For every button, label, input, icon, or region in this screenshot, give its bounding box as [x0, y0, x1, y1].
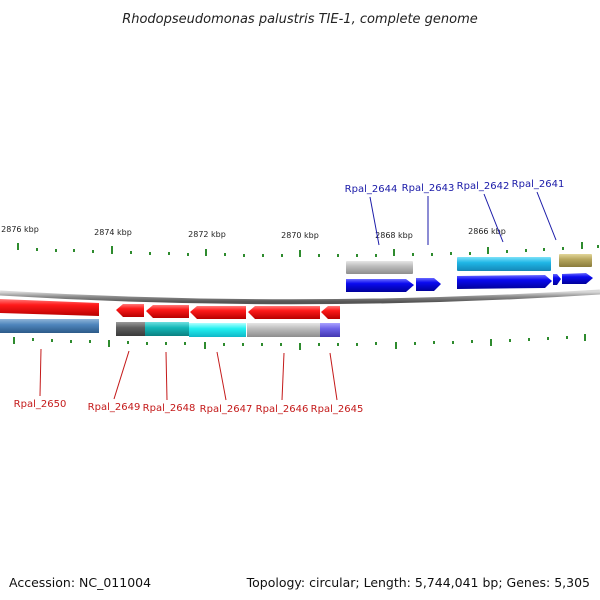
genome-summary-text: Topology: circular; Length: 5,744,041 bp… — [246, 575, 590, 590]
genes-reverse-strand — [0, 299, 340, 337]
gene-box-rpal-2641[interactable] — [559, 254, 592, 267]
scale-label-2872: 2872 kbp — [188, 230, 226, 239]
gene-label-rpal-2650[interactable]: Rpal_2650 — [14, 399, 67, 410]
gene-label-rpal-2644[interactable]: Rpal_2644 — [345, 184, 398, 195]
gene-label-leaders — [39, 191, 557, 401]
scale-label-2874: 2874 kbp — [94, 228, 132, 237]
gene-arrow-rpal-2642[interactable] — [457, 275, 552, 289]
gene-label-rpal-2642[interactable]: Rpal_2642 — [457, 181, 510, 192]
gene-labels-top: Rpal_2644 Rpal_2643 Rpal_2642 Rpal_2641 — [345, 179, 565, 195]
gene-arrow-rpal-2648[interactable] — [146, 305, 189, 318]
gene-arrow-rpal-2645[interactable] — [321, 306, 340, 319]
gene-arrow-rpal-2641[interactable] — [562, 273, 593, 284]
gene-label-rpal-2646[interactable]: Rpal_2646 — [256, 404, 309, 415]
gene-arrow-rpal-2650[interactable] — [0, 299, 99, 316]
gene-label-rpal-2647[interactable]: Rpal_2647 — [200, 404, 253, 415]
gene-arrow-rpal-2643[interactable] — [416, 278, 441, 291]
gene-label-rpal-2648[interactable]: Rpal_2648 — [143, 403, 196, 414]
gene-arrow-rpal-2644[interactable] — [346, 279, 414, 292]
gene-arrow-rpal-2647[interactable] — [190, 306, 246, 319]
gene-box-rpal-2645[interactable] — [320, 323, 340, 337]
gene-label-rpal-2645[interactable]: Rpal_2645 — [311, 404, 364, 415]
gene-box-rpal-2648[interactable] — [145, 322, 189, 336]
genes-forward-strand — [346, 254, 593, 292]
gene-label-rpal-2641[interactable]: Rpal_2641 — [512, 179, 565, 190]
accession-text: Accession: NC_011004 — [9, 575, 152, 590]
gene-box-rpal-2646[interactable] — [247, 323, 320, 337]
gene-box-rpal-2647[interactable] — [189, 323, 246, 337]
scale-label-2876: 2876 kbp — [1, 225, 39, 234]
gene-label-rpal-2643[interactable]: Rpal_2643 — [402, 183, 455, 194]
genome-backbone — [0, 289, 600, 305]
gene-box-rpal-2650[interactable] — [0, 319, 99, 333]
gene-box-rpal-2642[interactable] — [457, 257, 551, 271]
scale-ticks-top — [17, 242, 599, 257]
gene-arrow-small[interactable] — [553, 274, 561, 285]
scale-label-2868: 2868 kbp — [375, 231, 413, 240]
gene-box-rpal-2649[interactable] — [116, 322, 145, 336]
gene-arrow-rpal-2646[interactable] — [248, 306, 320, 319]
gene-labels-bottom: Rpal_2650 Rpal_2649 Rpal_2648 Rpal_2647 … — [14, 399, 364, 415]
scale-ticks-bottom — [13, 334, 586, 350]
gene-box-rpal-2644[interactable] — [346, 261, 413, 274]
scale-label-2866: 2866 kbp — [468, 227, 506, 236]
gene-label-rpal-2649[interactable]: Rpal_2649 — [88, 402, 141, 413]
gene-arrow-rpal-2649[interactable] — [116, 304, 144, 317]
scale-label-2870: 2870 kbp — [281, 231, 319, 240]
genome-title: Rhodopseudomonas palustris TIE-1, comple… — [122, 12, 478, 27]
scale-labels: 2876 kbp 2874 kbp 2872 kbp 2870 kbp 2868… — [1, 225, 506, 240]
